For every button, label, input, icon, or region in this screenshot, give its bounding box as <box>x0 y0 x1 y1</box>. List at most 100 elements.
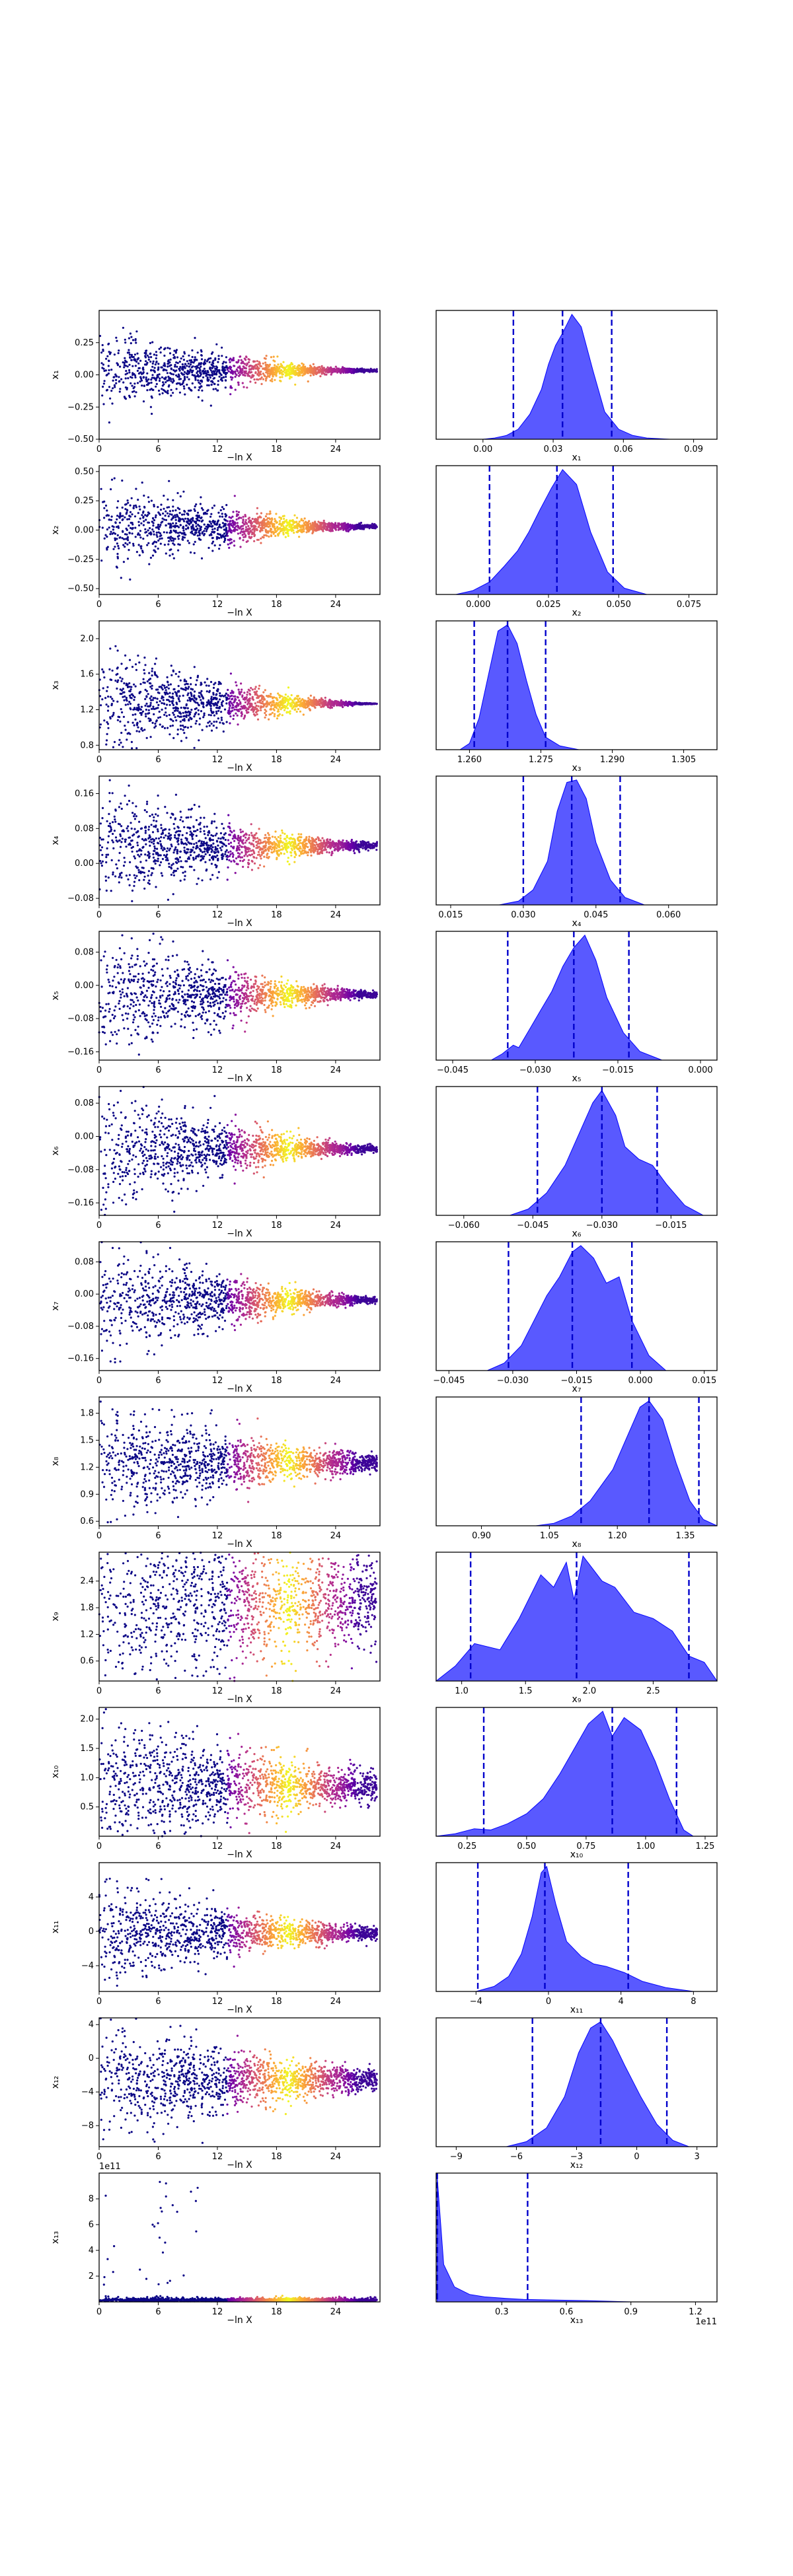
trace-point <box>264 716 266 719</box>
trace-point <box>163 531 165 534</box>
trace-point <box>193 533 196 536</box>
trace-point <box>212 725 215 727</box>
trace-ylabel: x₂ <box>50 526 61 535</box>
trace-point <box>219 705 221 708</box>
trace-point <box>159 513 161 517</box>
trace-point <box>157 511 160 514</box>
x-tick-label: 18 <box>271 755 282 765</box>
trace-point <box>299 700 301 703</box>
trace-point <box>133 382 136 385</box>
trace-point <box>295 520 298 523</box>
trace-point <box>185 524 188 527</box>
trace-point <box>285 532 287 534</box>
trace-point <box>210 834 213 837</box>
trace-point <box>124 398 127 400</box>
trace-point <box>295 695 299 698</box>
trace-point <box>178 698 180 701</box>
trace-point <box>258 362 261 365</box>
trace-point <box>101 343 104 347</box>
trace-point <box>373 526 377 530</box>
trace-point <box>210 363 213 366</box>
trace-point <box>237 372 240 375</box>
trace-point <box>152 542 155 544</box>
trace-point <box>153 819 155 822</box>
trace-point <box>141 384 143 387</box>
trace-point <box>309 371 311 374</box>
trace-point <box>108 386 111 388</box>
trace-point <box>375 370 378 373</box>
trace-point <box>274 836 276 839</box>
trace-point <box>244 514 246 517</box>
trace-point <box>254 381 257 384</box>
trace-point <box>173 349 176 352</box>
trace-point <box>137 544 140 546</box>
trace-point <box>248 690 251 692</box>
trace-point <box>119 365 122 368</box>
trace-point <box>256 709 259 712</box>
trace-point <box>314 529 317 532</box>
trace-point <box>172 557 175 559</box>
trace-point <box>224 372 227 375</box>
trace-point <box>260 537 262 540</box>
trace-point <box>159 351 162 354</box>
trace-point <box>171 381 174 384</box>
trace-point <box>339 701 342 703</box>
trace-point <box>252 367 255 369</box>
trace-point <box>186 517 189 520</box>
trace-point <box>120 741 122 744</box>
trace-point <box>161 520 164 523</box>
trace-point <box>135 850 138 853</box>
trace-point <box>139 376 142 378</box>
trace-point <box>169 725 172 727</box>
trace-point <box>178 361 181 363</box>
trace-point <box>217 380 219 382</box>
trace-point <box>264 515 267 518</box>
trace-point <box>144 356 147 359</box>
trace-point <box>170 837 172 840</box>
trace-point <box>118 521 121 524</box>
trace-point <box>105 357 108 360</box>
trace-point <box>147 356 150 359</box>
trace-point <box>338 523 340 526</box>
trace-point <box>368 369 371 372</box>
trace-point <box>269 512 272 515</box>
trace-point <box>130 359 133 361</box>
trace-point <box>127 685 130 688</box>
trace-point <box>143 494 145 497</box>
trace-point <box>218 375 221 378</box>
trace-point <box>330 526 332 529</box>
trace-point <box>172 392 174 394</box>
trace-point <box>194 684 197 686</box>
trace-point <box>123 361 126 365</box>
trace-point <box>200 690 203 692</box>
trace-point <box>196 527 199 530</box>
trace-point <box>194 365 197 368</box>
trace-point <box>217 709 220 712</box>
trace-point <box>211 550 214 552</box>
trace-point <box>139 708 141 711</box>
trace-point <box>174 365 176 368</box>
trace-point <box>233 708 236 711</box>
trace-point <box>179 519 182 521</box>
trace-point <box>132 365 134 367</box>
trace-point <box>213 714 215 717</box>
trace-point <box>106 355 109 357</box>
trace-point <box>248 705 250 708</box>
trace-point <box>228 859 231 861</box>
trace-point <box>146 372 149 375</box>
trace-point <box>229 376 232 378</box>
trace-point <box>163 494 165 497</box>
trace-point <box>116 649 119 652</box>
trace-point <box>107 365 110 367</box>
trace-point <box>293 365 296 367</box>
trace-point <box>206 678 209 680</box>
trace-point <box>164 686 167 689</box>
trace-point <box>248 361 250 364</box>
trace-point <box>217 511 220 514</box>
trace-point <box>266 530 268 532</box>
trace-point <box>253 524 256 527</box>
trace-point <box>118 517 121 519</box>
trace-point <box>281 527 284 530</box>
trace-point <box>145 715 147 718</box>
trace-point <box>195 698 198 701</box>
